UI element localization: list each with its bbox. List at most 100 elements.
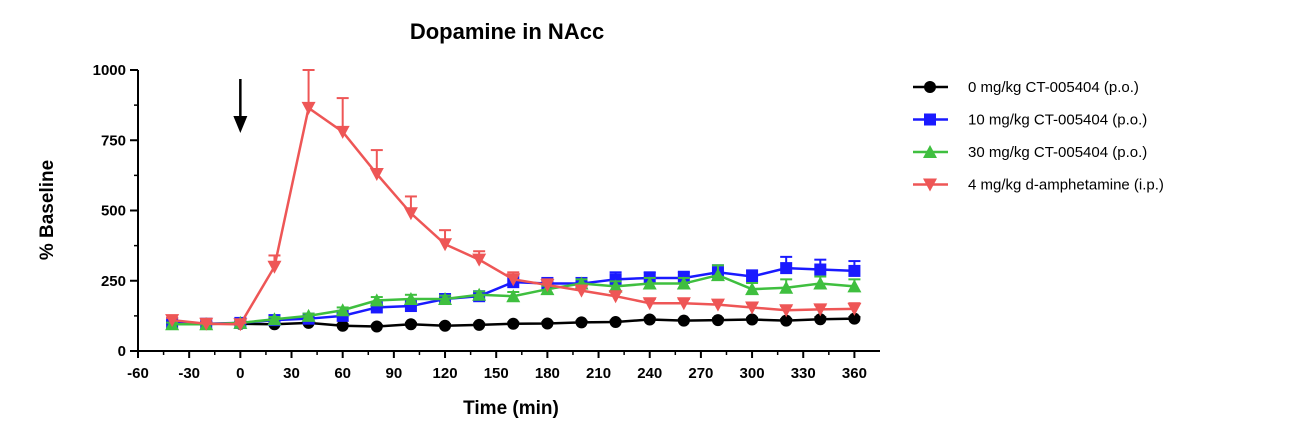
legend-marker xyxy=(923,178,937,192)
data-point xyxy=(848,264,861,277)
series-3 xyxy=(165,69,862,332)
data-point xyxy=(779,304,794,318)
data-point xyxy=(541,317,554,330)
data-point xyxy=(847,302,862,316)
x-tick-label: 330 xyxy=(791,365,816,382)
data-point xyxy=(507,317,520,330)
data-point xyxy=(301,308,316,322)
data-point xyxy=(609,316,622,329)
legend-item-0: 0 mg/kg CT-005404 (p.o.) xyxy=(913,79,1139,96)
data-point xyxy=(506,273,521,287)
data-point xyxy=(473,318,486,331)
data-point xyxy=(574,284,589,298)
x-tick-label: 180 xyxy=(535,365,560,382)
data-point xyxy=(608,279,623,293)
data-point xyxy=(780,262,793,275)
data-point xyxy=(267,260,282,274)
legend-label: 30 mg/kg CT-005404 (p.o.) xyxy=(968,144,1147,161)
x-tick-label: 240 xyxy=(637,365,662,382)
y-tick-label: 0 xyxy=(118,343,126,360)
data-point xyxy=(506,289,521,303)
legend-marker xyxy=(924,113,936,126)
annotations xyxy=(233,79,248,133)
data-point xyxy=(677,314,690,327)
axes: -60 -30 0 30 60 90 120 150 180 210 240 270 300 330 360… xyxy=(93,62,880,382)
data-point xyxy=(643,313,656,326)
data-point xyxy=(575,316,588,329)
x-tick-label: 30 xyxy=(283,365,300,382)
chart-title: Dopamine in NAcc xyxy=(410,19,604,44)
x-tick-label: 0 xyxy=(236,365,244,382)
data-point xyxy=(848,312,861,325)
legend-marker xyxy=(923,145,937,158)
data-point xyxy=(746,313,759,326)
data-point xyxy=(676,276,691,290)
x-tick-label: 300 xyxy=(740,365,765,382)
y-tick-label: 500 xyxy=(101,203,126,220)
legend-item-2: 30 mg/kg CT-005404 (p.o.) xyxy=(913,144,1147,161)
data-point xyxy=(335,303,350,317)
data-point xyxy=(847,279,862,293)
data-point xyxy=(233,318,248,332)
dose-arrow-head xyxy=(233,116,248,133)
data-point xyxy=(608,290,623,304)
data-point xyxy=(609,273,622,286)
x-tick-label: 150 xyxy=(484,365,509,382)
data-point xyxy=(438,292,453,306)
x-axis-label: Time (min) xyxy=(463,398,559,419)
data-point xyxy=(676,297,691,311)
data-point xyxy=(711,314,724,327)
data-point xyxy=(404,318,417,331)
data-point xyxy=(369,167,384,181)
data-point xyxy=(540,278,555,292)
data-point xyxy=(438,238,453,252)
y-tick-label: 250 xyxy=(101,273,126,290)
data-point xyxy=(267,312,282,326)
y-axis-label: % Baseline xyxy=(37,160,58,260)
data-point xyxy=(370,320,383,333)
data-point xyxy=(335,125,350,139)
data-point xyxy=(814,263,827,276)
data-point xyxy=(780,314,793,327)
data-point xyxy=(336,319,349,332)
data-point xyxy=(779,280,794,294)
x-tick-label: 60 xyxy=(334,365,351,382)
x-tick-label: 360 xyxy=(842,365,867,382)
plot-area xyxy=(165,69,862,333)
legend-marker xyxy=(924,81,936,93)
legend-label: 0 mg/kg CT-005404 (p.o.) xyxy=(968,79,1139,96)
data-point xyxy=(403,207,418,221)
data-point xyxy=(814,313,827,326)
data-point xyxy=(642,276,657,290)
data-point xyxy=(403,292,418,306)
y-tick-label: 750 xyxy=(101,132,126,149)
data-point xyxy=(369,293,384,307)
data-point xyxy=(439,319,452,332)
data-point xyxy=(745,301,760,315)
data-point xyxy=(301,101,316,115)
legend: 0 mg/kg CT-005404 (p.o.) 10 mg/kg CT-0054… xyxy=(913,79,1164,194)
data-point xyxy=(710,298,725,312)
legend-item-1: 10 mg/kg CT-005404 (p.o.) xyxy=(913,112,1147,129)
data-point xyxy=(165,314,180,328)
data-point xyxy=(472,287,487,301)
x-tick-label: -60 xyxy=(127,365,149,382)
y-tick-label: 1000 xyxy=(93,62,126,79)
x-tick-label: 90 xyxy=(386,365,403,382)
x-tick-label: 210 xyxy=(586,365,611,382)
legend-label: 4 mg/kg d-amphetamine (i.p.) xyxy=(968,177,1164,194)
data-point xyxy=(813,276,828,290)
data-point xyxy=(745,282,760,296)
data-point xyxy=(813,303,828,317)
data-point xyxy=(710,268,725,282)
x-tick-label: 270 xyxy=(688,365,713,382)
data-point xyxy=(199,317,214,331)
data-point xyxy=(642,297,657,311)
legend-label: 10 mg/kg CT-005404 (p.o.) xyxy=(968,112,1147,129)
data-point xyxy=(472,253,487,267)
data-point xyxy=(746,270,759,283)
x-tick-label: -30 xyxy=(178,365,200,382)
legend-item-3: 4 mg/kg d-amphetamine (i.p.) xyxy=(913,177,1164,194)
x-tick-label: 120 xyxy=(433,365,458,382)
